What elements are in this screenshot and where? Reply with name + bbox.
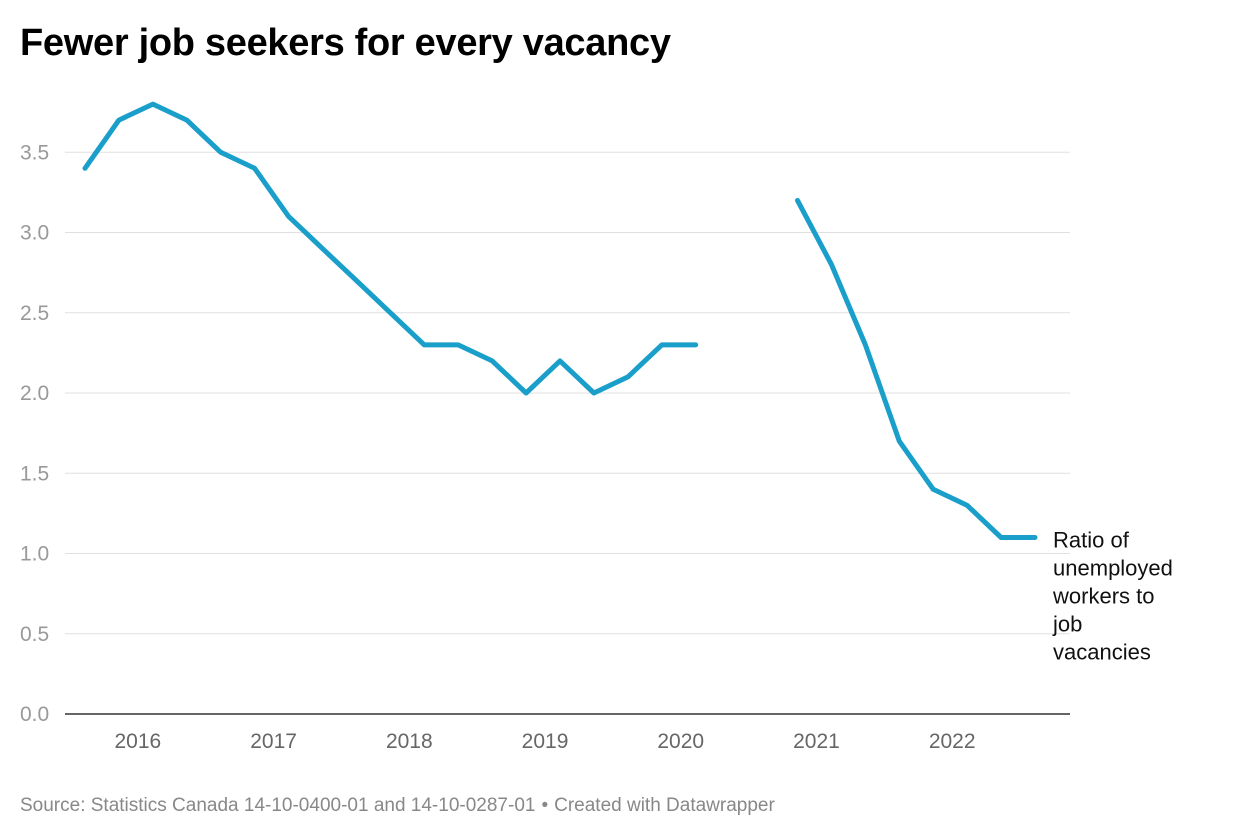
credit-text: Created with Datawrapper (554, 795, 775, 816)
x-tick-label: 2019 (522, 730, 569, 753)
series-line-segment (795, 197, 1038, 540)
footer-separator: • (541, 795, 549, 816)
footer-source: Source: Statistics Canada 14-10-0400-01 … (20, 795, 775, 817)
y-tick-label: 0.0 (20, 703, 49, 726)
y-tick-label: 3.0 (20, 222, 49, 245)
y-tick-label: 3.5 (20, 141, 49, 164)
series-label: Ratio of unemployed workers to job vacancies (1052, 527, 1173, 664)
x-tick-label: 2020 (657, 730, 704, 753)
x-tick-label: 2017 (250, 730, 297, 753)
y-tick-label: 2.5 (20, 302, 49, 325)
source-text: Source: Statistics Canada 14-10-0400-01 … (20, 795, 536, 816)
series-label-line: job (1052, 611, 1082, 636)
series-label-line: Ratio of (1053, 527, 1130, 552)
x-tick-label: 2016 (115, 730, 162, 753)
series-line-segment (82, 101, 699, 396)
x-axis-ticks: 2016 2017 2018 2019 2020 2021 2022 (115, 730, 976, 753)
line-chart: 0.00.51.01.52.02.53.03.5 2016 2017 2018 201… (20, 101, 1173, 753)
y-tick-label: 1.0 (20, 543, 49, 566)
series-labels: Ratio of unemployed workers to job vacancies (1052, 527, 1173, 664)
x-tick-label: 2022 (929, 730, 976, 753)
y-tick-label: 1.5 (20, 462, 49, 485)
y-tick-label: 2.0 (20, 382, 49, 405)
y-tick-label: 0.5 (20, 623, 49, 646)
series-label-line: unemployed (1053, 555, 1173, 580)
x-tick-label: 2021 (793, 730, 840, 753)
chart-title: Fewer job seekers for every vacancy (20, 22, 671, 64)
gridlines (65, 151, 1070, 715)
x-tick-label: 2018 (386, 730, 433, 753)
series-label-line: workers to (1052, 583, 1154, 608)
series-label-line: vacancies (1053, 639, 1151, 664)
y-axis-ticks: 0.0 0.5 1.0 1.5 2.0 2.5 3.0 3.5 (20, 141, 49, 726)
series-lines (82, 101, 1038, 540)
